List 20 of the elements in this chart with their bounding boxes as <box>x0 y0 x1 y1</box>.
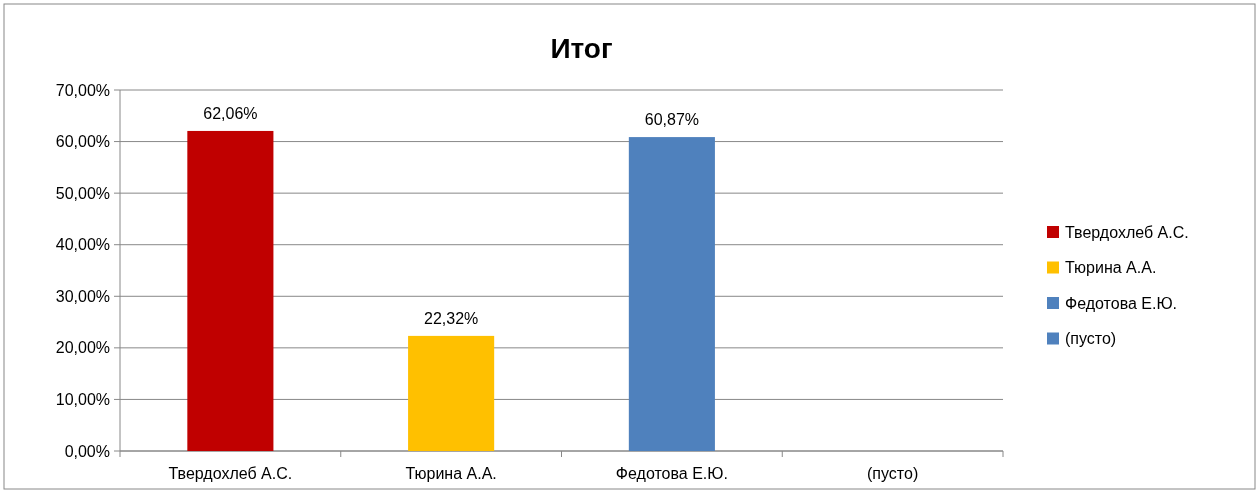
y-tick-label: 60,00% <box>55 133 110 151</box>
legend-label: Твердохлеб А.С. <box>1065 223 1189 241</box>
data-label: 60,87% <box>644 111 700 129</box>
x-tick-label: Твердохлеб А.С. <box>168 465 293 482</box>
y-tick-label: 40,00% <box>55 236 110 254</box>
chart-title: Итог <box>550 33 613 64</box>
data-label: 22,32% <box>423 309 479 327</box>
x-tick-label: Федотова Е.Ю. <box>615 465 728 482</box>
legend-label: Федотова Е.Ю. <box>1065 294 1178 312</box>
y-tick-label: 70,00% <box>55 81 110 99</box>
y-tick-label: 10,00% <box>55 391 110 409</box>
legend-label: Тюрина А.А. <box>1065 259 1157 277</box>
y-tick-label: 0,00% <box>64 442 110 460</box>
x-tick-label: Тюрина А.А. <box>405 465 497 482</box>
y-tick-label: 20,00% <box>55 339 110 357</box>
y-tick-label: 50,00% <box>55 184 110 202</box>
legend-label: (пусто) <box>1065 330 1117 348</box>
y-tick-label: 30,00% <box>55 287 110 305</box>
data-label: 62,06% <box>203 104 258 122</box>
x-tick-label: (пусто) <box>867 465 919 482</box>
